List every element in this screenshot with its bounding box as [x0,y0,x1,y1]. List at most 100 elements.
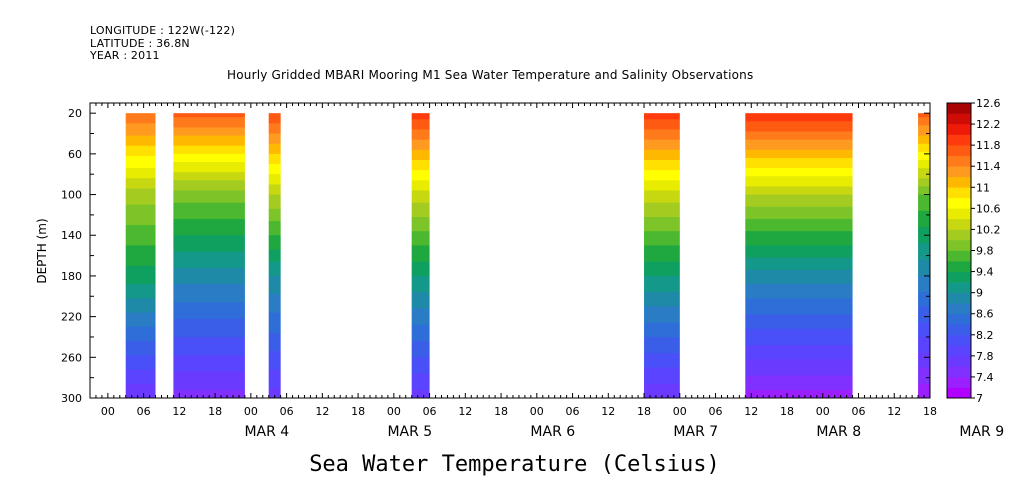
temp-cell [173,223,245,226]
temp-cell [125,343,156,346]
temp-cell [644,164,680,167]
temp-cell [268,379,281,383]
temp-cell [745,192,853,196]
temp-cell [972,156,990,159]
temp-cell [644,277,680,281]
temp-cell [644,292,680,295]
colorbar: 12.6 12.2 11.8 11.4 11 10.6 10.2 9.8 9.4 9 8.6 8.2 7… [946,97,1001,405]
temp-cell [268,245,281,249]
temp-cell [173,155,245,159]
temp-cell [268,383,281,387]
temp-cell [745,312,853,316]
x-hour-label: 18 [351,405,365,418]
temp-cell [644,259,680,263]
temp-cell [411,198,430,202]
x-hour-label: 00 [244,405,258,418]
temp-cell [644,284,680,287]
temp-cell [745,247,853,251]
temp-cell [745,306,853,310]
temp-cell [918,133,930,137]
temp-cell [125,194,156,198]
temp-cell [125,308,156,312]
temp-cell [644,162,680,165]
temp-cell [644,308,680,312]
temp-cell [745,208,853,212]
temp-cell [125,141,156,145]
temp-cell [411,304,430,308]
temp-cell [173,251,245,255]
temp-cell [644,131,680,135]
temp-cell [972,136,990,139]
temp-cell [125,312,156,316]
temp-cell [268,294,281,297]
temp-cell [411,162,430,165]
temp-cell [173,379,245,383]
temp-cell [644,341,680,344]
temp-cell [644,298,680,301]
colorbar-cell [947,176,971,188]
temp-cell [173,123,245,126]
temp-cell [173,347,245,350]
temp-cell [918,304,930,308]
temp-cell [125,164,156,167]
temp-cell [268,155,281,159]
temp-cell [411,151,430,155]
temp-cell [173,391,245,395]
x-hour-label: 00 [387,405,401,418]
temp-cell [745,151,853,155]
temp-cell [125,328,156,332]
temp-cell [125,395,156,398]
temp-cell [268,284,281,287]
temp-cell [268,204,281,208]
temp-cell [173,371,245,375]
temp-cell [745,229,853,232]
temp-cell [125,290,156,293]
temp-cell [644,387,680,391]
temp-cell [918,318,930,322]
temp-cell [125,162,156,165]
temp-cell [173,300,245,303]
temp-cell [918,347,930,350]
temp-cell [745,286,853,289]
temp-cell [173,359,245,362]
temp-cell [268,139,281,143]
temp-cell [745,194,853,198]
temp-cell [745,139,853,143]
temp-cell [268,229,281,232]
y-tick-label: 20 [68,107,82,120]
temp-cell [918,328,930,332]
data-segment-6 [745,113,853,398]
temp-cell [644,255,680,259]
temp-cell [125,339,156,342]
temp-cell [745,204,853,208]
temp-cell [745,129,853,133]
temp-cell [268,273,281,277]
temp-cell [125,353,156,356]
temp-cell [268,235,281,238]
temp-cell [173,275,245,279]
temp-cell [125,349,156,352]
temp-cell [268,339,281,342]
colorbar-cell [947,155,971,167]
temp-cell [918,155,930,159]
temp-cell [173,141,245,145]
temp-cell [972,239,990,242]
temp-cell [268,243,281,247]
temp-cell [411,332,430,336]
colorbar-label: 11 [976,181,990,194]
temp-cell [173,316,245,320]
temp-cell [268,314,281,318]
temp-cell [411,115,430,118]
temp-cell [411,143,430,147]
temp-cell [411,135,430,139]
temp-cell [644,133,680,137]
temp-cell [972,343,990,346]
temp-cell [411,223,430,226]
temp-cell [918,284,930,287]
temp-cell [268,267,281,271]
temp-cell [125,135,156,139]
temp-cell [918,349,930,352]
temp-cell [173,294,245,297]
temp-cell [745,320,853,324]
temp-cell [644,334,680,338]
